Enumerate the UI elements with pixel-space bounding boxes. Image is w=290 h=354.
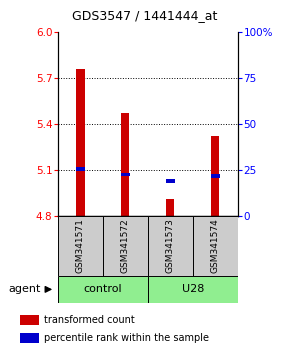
Bar [122,113,129,216]
Text: GSM341572: GSM341572 [121,219,130,273]
Bar [211,136,219,216]
FancyBboxPatch shape [148,216,193,276]
Bar [76,167,85,171]
Text: GDS3547 / 1441444_at: GDS3547 / 1441444_at [72,10,218,22]
Text: control: control [84,284,122,295]
FancyBboxPatch shape [103,216,148,276]
Text: transformed count: transformed count [44,315,135,325]
Text: GSM341573: GSM341573 [166,218,175,274]
Text: GSM341574: GSM341574 [211,219,220,273]
Bar [166,199,174,216]
Text: agent: agent [9,284,41,295]
FancyBboxPatch shape [58,216,103,276]
Bar [166,179,175,183]
Text: percentile rank within the sample: percentile rank within the sample [44,333,209,343]
Bar [211,174,220,178]
FancyBboxPatch shape [148,276,238,303]
Bar [121,173,130,176]
Bar [77,69,84,216]
Bar [20,315,39,325]
Text: U28: U28 [182,284,204,295]
FancyBboxPatch shape [58,276,148,303]
FancyBboxPatch shape [193,216,238,276]
Bar [20,333,39,343]
Text: GSM341571: GSM341571 [76,218,85,274]
